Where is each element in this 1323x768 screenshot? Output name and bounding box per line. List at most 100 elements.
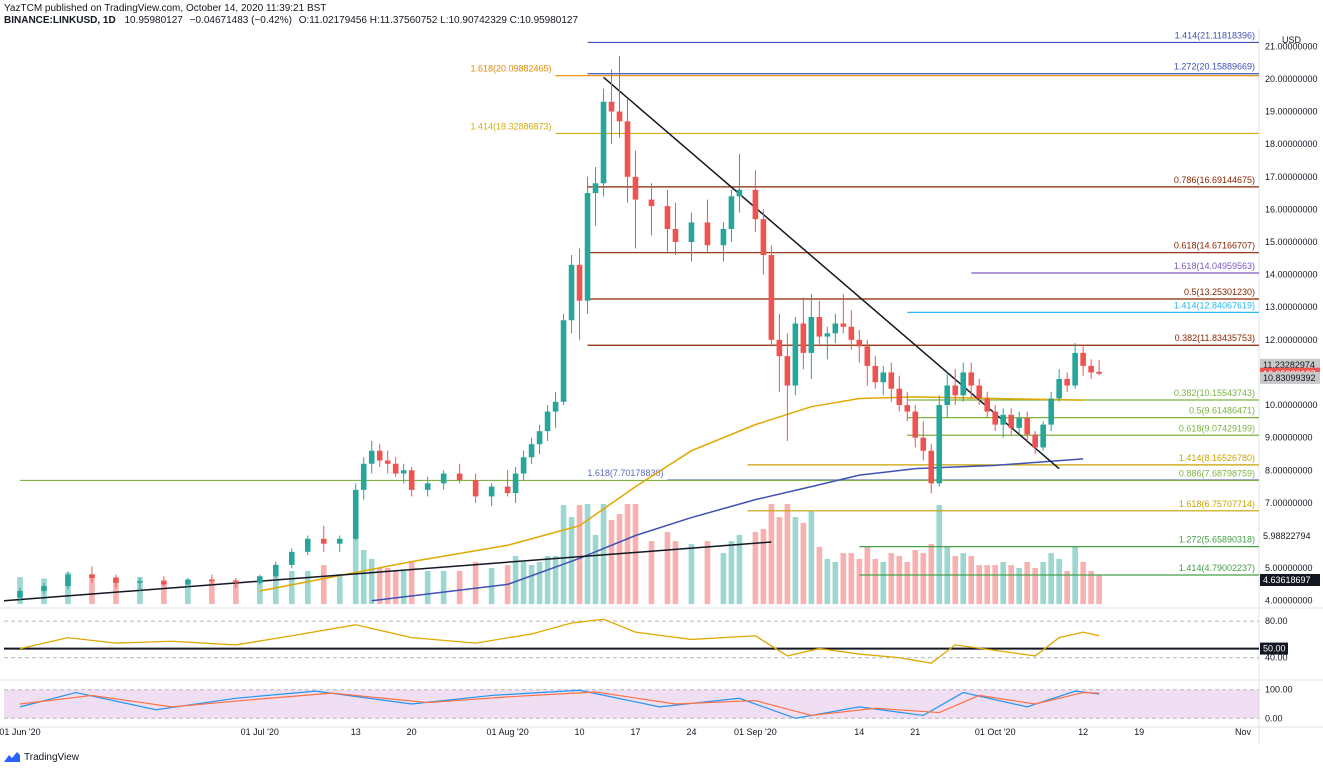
candle-body <box>1072 352 1078 386</box>
candle-body <box>632 176 639 200</box>
volume-bar <box>528 565 535 604</box>
volume-bar <box>760 529 767 604</box>
volume-bar <box>776 517 783 604</box>
price-change: −0.04671483 (−0.42%) <box>189 15 292 26</box>
stoch-k-line <box>19 689 1100 719</box>
candle-body <box>760 219 767 256</box>
x-tick-label: 21 <box>910 727 920 737</box>
x-tick-label: 01 Jun '20 <box>0 727 41 737</box>
volume-bar <box>608 520 615 604</box>
stoch-d-line <box>19 691 1100 717</box>
x-tick-label: 19 <box>1134 727 1144 737</box>
candle-body <box>792 323 799 386</box>
y-tick-label: 14.00000000 <box>1265 270 1318 280</box>
moving-averages <box>259 396 1084 602</box>
volume-bar <box>1016 568 1022 604</box>
currency-label: USD <box>1282 35 1302 45</box>
volume-bar <box>664 532 671 604</box>
price-badge <box>1260 371 1320 384</box>
volume-bar <box>209 580 215 604</box>
volume-bar <box>1000 562 1007 604</box>
volume-bar <box>848 553 855 604</box>
candle-body <box>728 196 735 229</box>
candle-body <box>568 264 575 321</box>
fib-level-label: 1.414(18.32886873) <box>470 121 551 131</box>
rsi-level-label: 40.00 <box>1265 653 1288 663</box>
volume-bar <box>920 553 927 604</box>
candle-body <box>17 590 23 598</box>
volume-bar <box>113 577 119 604</box>
volume-bar <box>728 541 735 604</box>
candle-body <box>808 317 815 353</box>
uptrend-trendline <box>3 541 772 602</box>
candle-body <box>376 450 383 461</box>
candle-body <box>840 323 847 327</box>
stoch-rsi-pane: 100.00 0.00 <box>4 685 1293 723</box>
candle-body <box>1080 352 1086 366</box>
volume-bar <box>792 517 799 604</box>
volume-bar <box>816 547 823 604</box>
candle-body <box>704 222 711 246</box>
candle-body <box>584 193 591 301</box>
x-tick-label: Nov <box>1235 727 1252 737</box>
fib-level-label: 0.618(9.07429199) <box>1179 423 1255 433</box>
y-tick-label: 19.00000000 <box>1265 107 1318 117</box>
candle-body <box>832 323 839 334</box>
volume-bar <box>456 571 463 604</box>
candle-body <box>233 581 239 583</box>
footer-brand-text: TradingView <box>24 751 80 763</box>
volume-bar <box>576 505 583 604</box>
volume-bar <box>352 536 359 604</box>
volume-bar <box>752 532 759 604</box>
y-tick-label: 17.00000000 <box>1265 172 1318 182</box>
x-tick-label: 01 Jul '20 <box>241 727 279 737</box>
candle-body <box>1008 414 1014 428</box>
volume-bar <box>768 504 775 604</box>
candle-body <box>888 372 895 389</box>
candle-body <box>800 323 807 353</box>
candle-body <box>896 388 903 406</box>
volume-bar <box>440 571 447 604</box>
candle-body <box>536 431 543 445</box>
volume-bar <box>840 553 847 604</box>
volume-bar <box>824 559 831 604</box>
candle-body <box>864 346 871 366</box>
x-tick-label: 20 <box>407 727 417 737</box>
price-badge-label: 11.23282974 <box>1263 360 1315 370</box>
fib-level-label: 1.414(12.84067619) <box>1174 300 1255 310</box>
candle-body <box>560 320 567 402</box>
footer-brand[interactable]: TradingView <box>4 748 79 766</box>
rsi-line <box>19 618 1100 664</box>
candle-body <box>1064 378 1070 386</box>
candle-body <box>1056 378 1062 399</box>
x-tick-label: 12 <box>1078 727 1088 737</box>
volume-bar <box>616 514 623 604</box>
volume-bar <box>704 541 711 604</box>
candle-body <box>1096 371 1102 374</box>
candle-body <box>161 581 167 585</box>
fib-level-label: 1.272(20.15889669) <box>1174 62 1255 72</box>
candle-body <box>952 385 959 396</box>
volume-bar <box>408 562 415 604</box>
volume-bar <box>1080 562 1086 604</box>
volume-bar <box>584 504 591 604</box>
candle-body <box>944 385 951 406</box>
candle-body <box>608 101 615 112</box>
fib-level-label: 0.382(10.15543743) <box>1174 388 1255 398</box>
candle-body <box>440 473 447 484</box>
volume-bar <box>560 505 567 604</box>
candle-body <box>992 411 999 425</box>
y-tick-label: 7.00000000 <box>1265 498 1313 508</box>
volume-bar <box>936 505 943 604</box>
volume-bar <box>904 562 911 604</box>
fib-levels: 1.414(21.11818396) 1.272(20.15889669) 1.61… <box>19 30 1259 576</box>
candle-body <box>544 411 551 432</box>
volume-bar <box>161 580 167 604</box>
candle-body <box>472 480 479 497</box>
candle-body <box>688 222 695 242</box>
y-tick-label: 20.00000000 <box>1265 74 1318 84</box>
fib-level-label: 1.414(4.79002237) <box>1179 563 1255 573</box>
rsi-badge <box>1260 642 1288 655</box>
y-tick-label: 12.00000000 <box>1265 335 1318 345</box>
